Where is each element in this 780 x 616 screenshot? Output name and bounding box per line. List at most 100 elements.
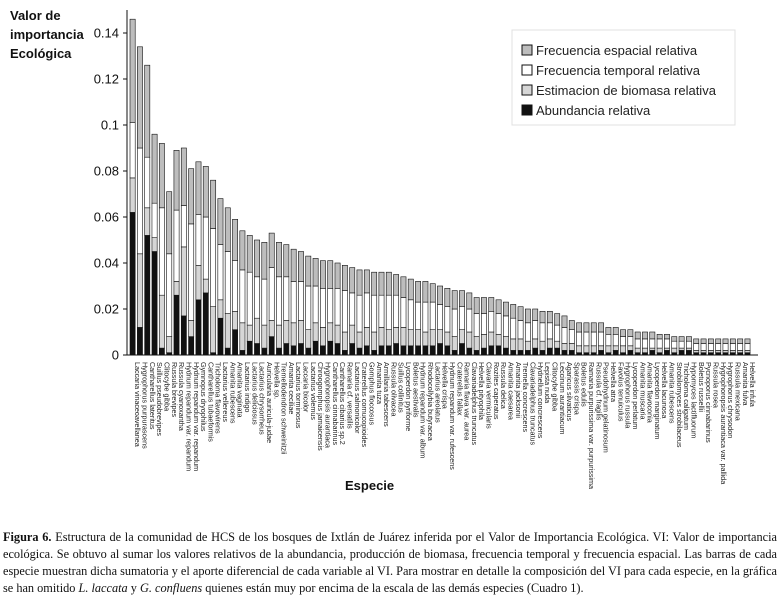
bar-segment-biomasa [481,333,487,349]
y-axis-title-line-2: importancia [10,27,84,42]
bar-segment-frecuencia-temporal [180,205,187,248]
bar-segment-abundancia [371,350,378,356]
bar-segment-abundancia [385,345,392,356]
bar-segment-abundancia [429,345,436,356]
bar-segment-frecuencia-temporal [605,333,612,347]
bar-segment-frecuencia-espacial [356,269,363,296]
bar-segment-abundancia [349,343,356,356]
bar-segment-frecuencia-espacial [707,338,714,344]
bar-segment-frecuencia-temporal [700,343,707,351]
species-label: Amanita rubescens [228,362,237,424]
bar-segment-frecuencia-espacial [686,336,692,342]
bar-segment-biomasa [254,317,260,344]
bar-segment-biomasa [503,336,509,349]
species-label: Hydnum repandum var. repandum [192,362,201,471]
species-label: Ramaria flava var. aurea [463,362,472,440]
bar-segment-biomasa [261,324,268,349]
species-label: Ramaria purpurissima var. purpurissima [587,362,596,489]
bar-segment-biomasa [532,338,539,349]
bar-segment-frecuencia-espacial [239,230,246,271]
bar-segment-biomasa [283,320,290,344]
species-label: Lactarius vellereus [221,362,230,422]
figure-caption: Figura 6. Estructura de la comunidad de … [3,529,777,597]
bar-segment-frecuencia-espacial [407,278,414,301]
bar-segment-abundancia [620,352,626,356]
bar-segment-abundancia [312,340,319,356]
species-label: Hygrophorus chrysodon [726,362,735,438]
bar-segment-abundancia [612,350,619,356]
bar-segment-biomasa [700,350,707,353]
species-label: Clavariadelphus truncatus [528,362,537,446]
bar-segment-abundancia [298,343,304,356]
bar-segment-abundancia [481,347,487,356]
bar-segment-abundancia [393,343,400,356]
bar-segment-frecuencia-espacial [583,322,590,333]
bar-segment-biomasa [459,329,465,344]
bar-segment-abundancia [459,343,465,356]
bar-segment-frecuencia-espacial [546,310,553,324]
species-label: Russula cf. fragilis [594,362,603,421]
y-tick-label: 0.04 [94,256,119,271]
bar-segment-abundancia [693,352,700,356]
y-axis-title: Valor de importancia Ecológica [10,8,84,61]
species-label: Sparassis crispa [572,362,581,415]
y-tick-label: 0.12 [94,72,119,87]
y-tick-label: 0.06 [94,210,119,225]
bar-segment-biomasa [722,350,729,353]
species-label: Tremella concrescens [521,362,530,432]
bar-segment-abundancia [202,292,209,356]
bar-segment-frecuencia-espacial [444,287,451,307]
bar-segment-biomasa [144,207,151,236]
bar-segment-frecuencia-temporal [583,331,590,347]
species-label: Helvella infula [748,362,757,407]
caption-text-3: quienes están muy por encima de la escal… [202,581,584,595]
bar-segment-abundancia [437,343,443,356]
y-axis-title-line-3: Ecológica [10,46,72,61]
bar-segment-frecuencia-espacial [254,239,260,278]
legend: Frecuencia espacial relativa Frecuencia … [511,29,736,126]
bar-segment-biomasa [334,324,341,344]
species-label: Tricholoma flavovirens [214,362,223,434]
species-label: Laccaria vinaceoavellanea [133,362,142,447]
bar-segment-biomasa [341,331,348,351]
species-label: Amanita flavoconia [646,362,655,423]
species-label: Boletus edulis [580,362,589,407]
bar-segment-biomasa [305,329,312,349]
species-label: Lactarius chrysorrheus [258,362,267,435]
caption-species-1: L. laccata [78,581,128,595]
bar-segment-frecuencia-temporal [744,343,751,351]
bar-segment-abundancia [598,350,604,356]
bar-segment-biomasa [400,327,407,347]
species-label: Pycnoporus cinnabarinus [704,362,713,443]
bar-segment-frecuencia-temporal [371,294,378,333]
bar-segment-abundancia [232,329,238,356]
bar-segment-frecuencia-espacial [576,322,583,333]
bar-segment-biomasa [158,294,165,349]
species-label: Helvella pityophila [477,362,486,420]
bar-segment-abundancia [290,345,297,356]
bar-segment-biomasa [576,345,583,353]
bar-segment-frecuencia-espacial [473,297,480,314]
species-label: Clavaria vermicularis [485,362,494,429]
species-label: Hydnum repandum var. rufescens [448,362,457,470]
bar-segment-biomasa [590,345,597,353]
bar-segment-frecuencia-temporal [290,281,297,324]
legend-swatch-abundancia [521,104,533,116]
bar-segment-frecuencia-temporal [166,253,173,337]
bar-segment-abundancia [656,352,663,356]
x-axis-title: Especie [345,478,394,493]
bar-segment-frecuencia-temporal [363,292,370,328]
bar-segment-frecuencia-espacial [481,297,487,314]
bar-segment-biomasa [195,264,202,301]
bar-segment-biomasa [561,343,568,351]
bar-segment-frecuencia-espacial [627,329,634,337]
bar-segment-abundancia [334,343,341,356]
bar-segment-abundancia [561,350,568,356]
bar-segment-frecuencia-espacial [612,327,619,335]
bar-segment-frecuencia-temporal [510,317,517,340]
bar-segment-abundancia [503,347,509,356]
bar-segment-frecuencia-temporal [722,343,729,351]
y-tick-label: 0 [112,348,119,363]
bar-segment-abundancia [268,336,275,356]
